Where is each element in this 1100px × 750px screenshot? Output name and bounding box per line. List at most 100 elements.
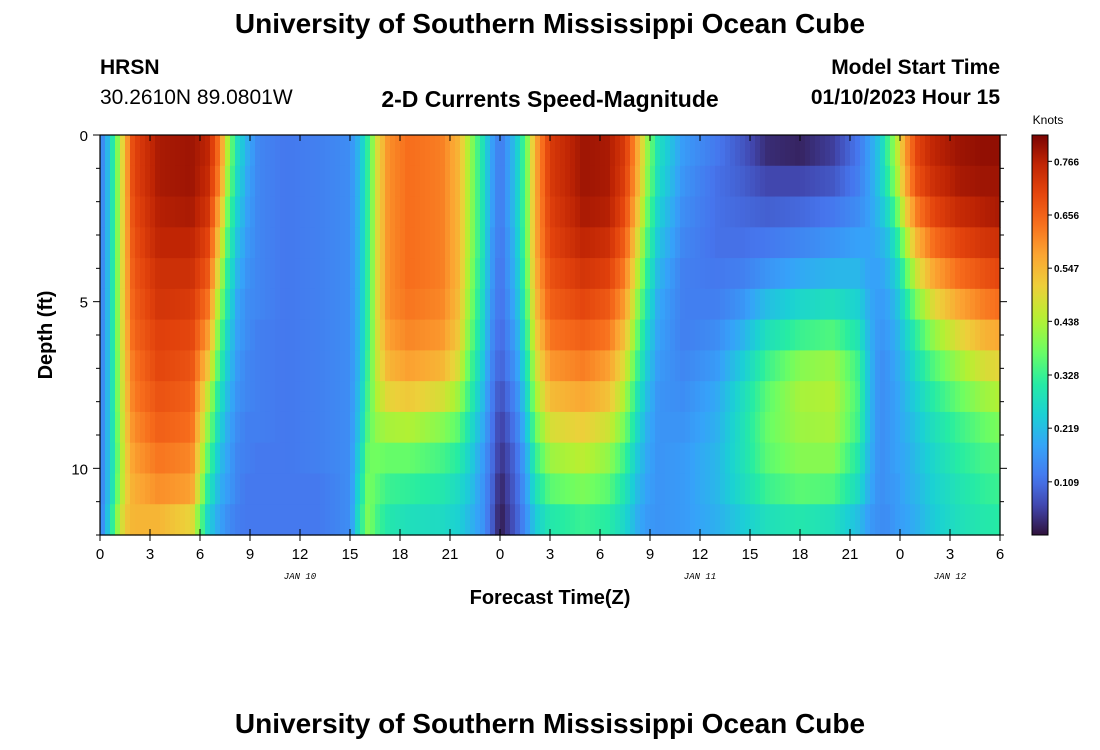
heatmap-cell <box>260 350 266 382</box>
heatmap-cell <box>435 381 441 413</box>
heatmap-cell <box>290 411 296 444</box>
heatmap-cell <box>405 135 411 167</box>
heatmap-cell <box>100 504 106 536</box>
heatmap-cell <box>110 442 116 475</box>
heatmap-cell <box>715 288 721 321</box>
heatmap-cell <box>405 473 411 505</box>
heatmap-cell <box>550 442 556 475</box>
heatmap-cell <box>250 411 256 444</box>
heatmap-cell <box>780 165 786 198</box>
heatmap-cell <box>280 227 286 259</box>
heatmap-cell <box>285 165 291 198</box>
heatmap-cell <box>915 411 921 444</box>
heatmap-cell <box>360 165 366 198</box>
heatmap-cell <box>750 319 756 351</box>
heatmap-cell <box>865 288 871 321</box>
heatmap-cell <box>670 196 676 228</box>
colorbar-label: 0.656 <box>1054 211 1079 222</box>
heatmap-cell <box>950 442 956 475</box>
heatmap-cell <box>255 504 261 536</box>
heatmap-cell <box>660 135 666 167</box>
heatmap-cell <box>765 135 771 167</box>
heatmap-cell <box>715 504 721 536</box>
heatmap-cell <box>535 411 541 444</box>
heatmap-cell <box>560 442 566 475</box>
heatmap-cell <box>610 350 616 382</box>
heatmap-cell <box>410 196 416 228</box>
heatmap-cell <box>960 319 966 351</box>
heatmap-cell <box>495 288 501 321</box>
heatmap-cell <box>440 258 446 290</box>
heatmap-cell <box>715 411 721 444</box>
heatmap-cell <box>910 473 916 505</box>
heatmap-cell <box>120 504 126 536</box>
heatmap-cell <box>345 319 351 351</box>
heatmap-cell <box>620 258 626 290</box>
heatmap-cell <box>440 288 446 321</box>
heatmap-cell <box>305 411 311 444</box>
heatmap-cell <box>185 411 191 444</box>
heatmap-cell <box>460 473 466 505</box>
heatmap-cell <box>405 319 411 351</box>
heatmap-cell <box>470 381 476 413</box>
heatmap-cell <box>390 411 396 444</box>
heatmap-cell <box>575 135 581 167</box>
heatmap-cell <box>620 227 626 259</box>
heatmap-cell <box>230 504 236 536</box>
heatmap-cell <box>575 350 581 382</box>
heatmap-cell <box>385 196 391 228</box>
heatmap-cell <box>940 258 946 290</box>
heatmap-cell <box>655 350 661 382</box>
heatmap-cell <box>245 227 251 259</box>
heatmap-cell <box>735 227 741 259</box>
heatmap-cell <box>400 473 406 505</box>
heatmap-cell <box>900 288 906 321</box>
heatmap-cell <box>400 504 406 536</box>
heatmap-cell <box>350 381 356 413</box>
heatmap-cell <box>305 165 311 198</box>
heatmap-cell <box>730 288 736 321</box>
heatmap-cell <box>710 288 716 321</box>
heatmap-cell <box>240 165 246 198</box>
heatmap-cell <box>870 319 876 351</box>
heatmap-cell <box>775 473 781 505</box>
heatmap-cell <box>225 473 231 505</box>
heatmap-cell <box>645 288 651 321</box>
heatmap-cell <box>425 350 431 382</box>
heatmap-cell <box>415 165 421 198</box>
heatmap-cell <box>235 319 241 351</box>
heatmap-cell <box>170 319 176 351</box>
heatmap-cell <box>170 381 176 413</box>
heatmap-cell <box>770 504 776 536</box>
heatmap-cell <box>475 165 481 198</box>
heatmap-cell <box>120 165 126 198</box>
heatmap-cell <box>880 165 886 198</box>
heatmap-cell <box>915 288 921 321</box>
heatmap-cell <box>165 196 171 228</box>
heatmap-cell <box>795 196 801 228</box>
heatmap-cell <box>375 258 381 290</box>
date-label: JAN 10 <box>284 572 317 582</box>
heatmap-cell <box>830 227 836 259</box>
heatmap-cell <box>945 473 951 505</box>
heatmap-cell <box>765 411 771 444</box>
heatmap-cell <box>740 350 746 382</box>
heatmap-cell <box>310 350 316 382</box>
heatmap-cell <box>280 196 286 228</box>
heatmap-cell <box>205 135 211 167</box>
heatmap-cell <box>255 258 261 290</box>
heatmap-cell <box>520 350 526 382</box>
heatmap-cell <box>160 258 166 290</box>
heatmap-cell <box>845 411 851 444</box>
heatmap-cell <box>490 135 496 167</box>
heatmap-cell <box>350 288 356 321</box>
heatmap-cell <box>950 135 956 167</box>
heatmap-cell <box>235 196 241 228</box>
heatmap-cell <box>275 258 281 290</box>
heatmap-cell <box>555 165 561 198</box>
heatmap-cell <box>505 165 511 198</box>
heatmap-cell <box>130 227 136 259</box>
heatmap-cell <box>530 504 536 536</box>
heatmap-cell <box>645 135 651 167</box>
heatmap-cell <box>150 319 156 351</box>
